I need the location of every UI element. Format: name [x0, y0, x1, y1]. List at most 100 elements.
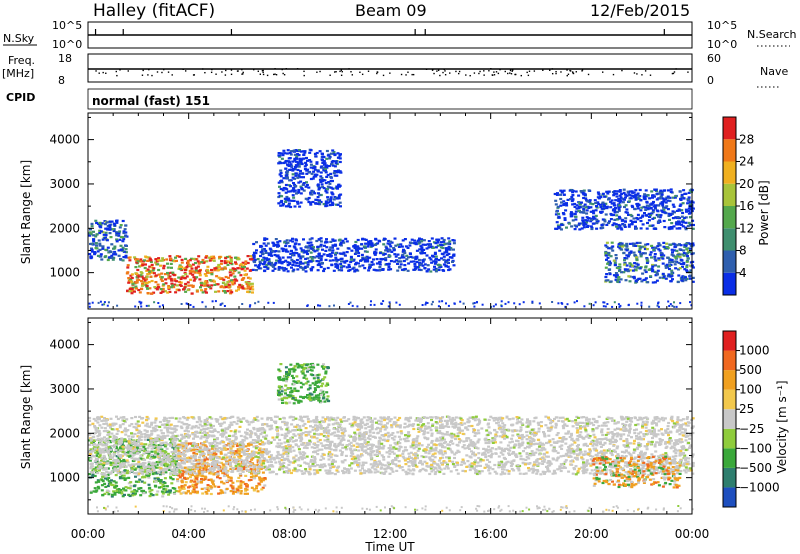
- range-gate-cell: [138, 478, 142, 481]
- range-gate-cell: [173, 487, 177, 490]
- range-gate-cell: [95, 244, 98, 247]
- range-gate-cell: [691, 260, 695, 263]
- range-gate-cell: [325, 175, 329, 178]
- range-gate-cell: [197, 255, 201, 258]
- range-gate-cell: [601, 201, 605, 204]
- range-gate-cell: [588, 200, 592, 203]
- range-gate-cell: [200, 458, 204, 461]
- range-gate-cell: [270, 463, 274, 467]
- range-gate-cell: [235, 258, 239, 261]
- range-gate-cell: [648, 215, 651, 218]
- range-gate-cell: [106, 258, 110, 262]
- range-gate-cell: [205, 255, 209, 258]
- nave-point: [571, 71, 574, 73]
- range-gate-cell: [442, 461, 446, 464]
- range-gate-cell: [627, 213, 630, 216]
- range-gate-cell: [133, 290, 136, 293]
- range-gate-cell: [575, 204, 579, 207]
- range-gate-cell: [683, 245, 687, 248]
- range-gate-cell: [277, 268, 281, 271]
- range-gate-cell: [261, 471, 265, 474]
- range-gate-cell: [316, 183, 320, 186]
- range-gate-cell: [327, 181, 331, 184]
- range-gate-cell: [294, 248, 298, 251]
- range-gate-cell: [144, 256, 148, 259]
- range-gate-cell: [230, 269, 234, 272]
- range-gate-cell: [175, 460, 178, 463]
- range-gate-cell: [432, 460, 436, 463]
- range-gate-cell: [581, 216, 585, 219]
- range-gate-cell: [531, 300, 534, 303]
- range-gate-cell: [541, 460, 544, 463]
- range-gate-cell: [169, 271, 173, 274]
- range-gate-cell: [252, 471, 256, 474]
- range-gate-cell: [112, 465, 116, 469]
- range-gate-cell: [329, 186, 333, 189]
- range-gate-cell: [617, 215, 621, 218]
- range-gate-cell: [406, 246, 410, 249]
- range-gate-cell: [306, 304, 309, 307]
- range-gate-cell: [679, 244, 683, 247]
- range-gate-cell: [656, 269, 660, 272]
- range-gate-cell: [189, 492, 193, 495]
- nave-point: [266, 74, 269, 77]
- range-gate-cell: [112, 228, 116, 231]
- range-gate-cell: [148, 490, 152, 493]
- range-gate-cell: [199, 286, 202, 289]
- range-gate-cell: [286, 149, 290, 152]
- nave-point: [432, 68, 434, 71]
- range-gate-cell: [218, 477, 222, 480]
- range-gate-cell: [293, 183, 297, 186]
- range-gate-cell: [287, 449, 290, 452]
- range-gate-cell: [321, 248, 324, 251]
- range-gate-cell: [312, 170, 316, 173]
- range-gate-cell: [413, 265, 417, 268]
- range-gate-cell: [156, 476, 160, 480]
- range-gate-cell: [265, 237, 269, 241]
- range-gate-cell: [585, 209, 589, 212]
- range-gate-cell: [110, 479, 113, 482]
- range-gate-cell: [174, 444, 178, 447]
- range-gate-cell: [339, 244, 343, 247]
- range-gate-cell: [295, 155, 299, 158]
- range-gate-cell: [185, 423, 189, 426]
- range-gate-cell: [623, 205, 626, 209]
- range-gate-cell: [154, 261, 158, 264]
- range-gate-cell: [99, 452, 103, 455]
- range-gate-cell: [210, 451, 213, 454]
- range-gate-cell: [350, 258, 354, 261]
- range-gate-cell: [430, 439, 434, 443]
- range-gate-cell: [191, 284, 195, 287]
- range-gate-cell: [426, 264, 430, 267]
- range-gate-cell: [108, 220, 112, 223]
- range-gate-cell: [245, 485, 249, 488]
- range-gate-cell: [291, 240, 295, 243]
- range-gate-cell: [651, 265, 655, 268]
- range-gate-cell: [567, 222, 571, 225]
- range-gate-cell: [676, 461, 679, 465]
- range-gate-cell: [378, 263, 382, 266]
- range-gate-cell: [277, 162, 281, 165]
- range-gate-cell: [571, 194, 575, 197]
- range-gate-cell: [684, 221, 688, 224]
- range-gate-cell: [319, 259, 323, 262]
- range-gate-cell: [225, 479, 229, 483]
- range-gate-cell: [110, 483, 114, 487]
- range-gate-cell: [191, 483, 195, 486]
- range-gate-cell: [165, 485, 169, 488]
- range-gate-cell: [203, 487, 207, 490]
- range-gate-cell: [296, 161, 300, 164]
- range-gate-cell: [95, 233, 99, 236]
- range-gate-cell: [196, 260, 200, 263]
- range-gate-cell: [440, 257, 443, 260]
- range-gate-cell: [669, 275, 673, 278]
- nave-point: [405, 74, 407, 76]
- range-gate-cell: [306, 198, 310, 201]
- range-gate-cell: [660, 193, 664, 196]
- range-gate-cell: [600, 226, 604, 229]
- range-gate-cell: [527, 446, 531, 449]
- range-gate-cell: [201, 475, 205, 478]
- range-gate-cell: [646, 207, 650, 210]
- range-gate-cell: [121, 219, 125, 223]
